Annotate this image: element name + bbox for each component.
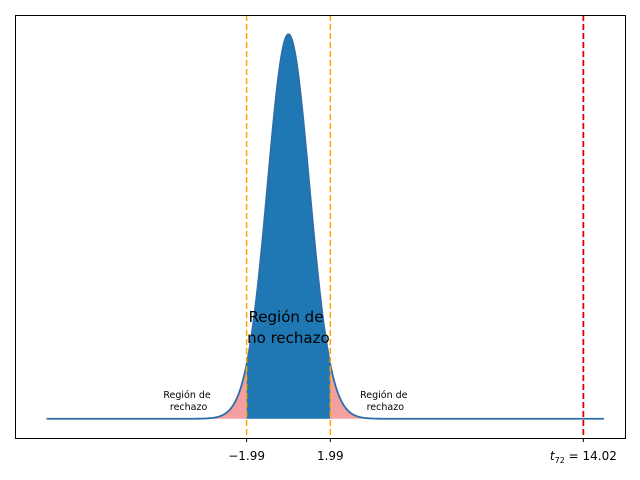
tick-label-statistic-var: t bbox=[550, 449, 556, 463]
annotation-rejection-left-line1: Región de bbox=[163, 390, 211, 401]
density-curve bbox=[46, 33, 604, 420]
annotation-rejection-right-line1: Región de bbox=[360, 390, 408, 401]
tick-label-statistic-sub: 72 bbox=[555, 456, 565, 465]
plot-area bbox=[46, 15, 604, 442]
annotation-non-rejection: Región de no rechazo bbox=[247, 308, 330, 347]
annotation-non-rejection-line2: no rechazo bbox=[247, 329, 330, 347]
tick-label-statistic-value: = 14.02 bbox=[565, 449, 617, 463]
tick-label-statistic: t72 = 14.02 bbox=[550, 449, 617, 465]
tick-label-right-critical: 1.99 bbox=[317, 449, 344, 463]
annotation-non-rejection-line1: Región de bbox=[249, 308, 324, 326]
axes-frame bbox=[15, 15, 626, 439]
annotation-rejection-left: Región de rechazo bbox=[163, 390, 213, 413]
annotation-rejection-right-line2: rechazo bbox=[367, 402, 405, 413]
rejection-region-left bbox=[46, 364, 247, 419]
non-rejection-region bbox=[246, 34, 331, 419]
annotation-rejection-left-line2: rechazo bbox=[170, 402, 208, 413]
tick-label-left-critical: −1.99 bbox=[228, 449, 265, 463]
annotation-rejection-right: Región de rechazo bbox=[360, 390, 410, 413]
